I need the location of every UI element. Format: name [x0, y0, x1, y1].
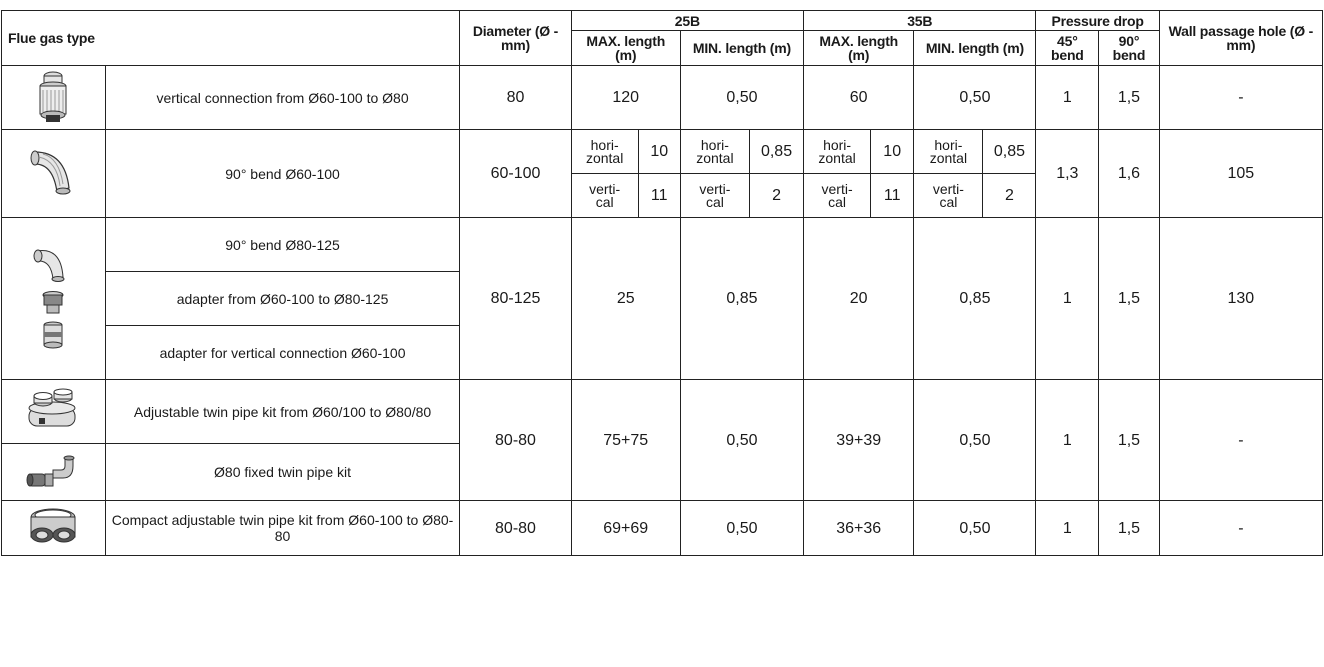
bend-90-cell: 1,5 [1098, 65, 1160, 130]
orientation-label: hori- zontal [679, 129, 750, 174]
min-length-35b-vertical-cell: 2 [982, 173, 1037, 218]
min-length-35b-cell: 0,85 [913, 217, 1037, 380]
bend-90-cell: 1,6 [1098, 129, 1160, 218]
header-25b-min-length: MIN. length (m) [679, 30, 805, 66]
bend-45-cell: 1 [1035, 65, 1100, 130]
bend-45-cell: 1,3 [1035, 129, 1100, 218]
description-cell: Compact adjustable twin pipe kit from Ø6… [104, 500, 461, 556]
orientation-label: verti- cal [679, 173, 750, 218]
description-cell: adapter for vertical connection Ø60-100 [104, 325, 461, 380]
diameter-cell: 60-100 [459, 129, 572, 218]
header-flue-gas-type: Flue gas type [0, 10, 461, 66]
vertical-connector-icon [1, 65, 106, 130]
header-35b-max-length: MAX. length (m) [803, 30, 915, 66]
max-length-35b-cell: 39+39 [803, 379, 915, 501]
max-length-35b-cell: 20 [803, 217, 915, 380]
diameter-cell: 80 [459, 65, 572, 130]
min-length-25b-horizontal-cell: 0,85 [748, 129, 805, 174]
header-25b-max-length: MAX. length (m) [570, 30, 681, 66]
compact-twin-pipe-kit-icon [1, 500, 106, 556]
description-cell: 90° bend Ø80-125 [104, 217, 461, 272]
max-length-25b-cell: 25 [570, 217, 681, 380]
max-length-25b-cell: 69+69 [570, 500, 681, 556]
header-wall-passage-hole: Wall passage hole (Ø - mm) [1158, 10, 1324, 66]
bend-90-cell: 1,5 [1098, 500, 1160, 556]
orientation-label: verti- cal [570, 173, 639, 218]
min-length-25b-cell: 0,50 [679, 65, 805, 130]
header-45-bend: 45° bend [1035, 30, 1100, 66]
orientation-label: verti- cal [913, 173, 984, 218]
bend-45-cell: 1 [1035, 217, 1100, 380]
header-35b: 35B [803, 10, 1037, 31]
orientation-label: hori- zontal [913, 129, 984, 174]
wall-passage-cell: - [1158, 379, 1324, 501]
bend-90-cell: 1,5 [1098, 217, 1160, 380]
min-length-35b-horizontal-cell: 0,85 [982, 129, 1037, 174]
bend-and-adapters-icon [1, 217, 106, 380]
min-length-25b-cell: 0,50 [679, 500, 805, 556]
min-length-35b-cell: 0,50 [913, 500, 1037, 556]
max-length-35b-cell: 60 [803, 65, 915, 130]
max-length-35b-cell: 36+36 [803, 500, 915, 556]
bend-45-cell: 1 [1035, 379, 1100, 501]
description-cell: Ø80 fixed twin pipe kit [104, 443, 461, 501]
bend-45-cell: 1 [1035, 500, 1100, 556]
wall-passage-cell: - [1158, 65, 1324, 130]
wall-passage-cell: - [1158, 500, 1324, 556]
header-diameter: Diameter (Ø - mm) [459, 10, 572, 66]
diameter-cell: 80-80 [459, 500, 572, 556]
diameter-cell: 80-80 [459, 379, 572, 501]
max-length-25b-vertical-cell: 11 [637, 173, 681, 218]
description-cell: vertical connection from Ø60-100 to Ø80 [104, 65, 461, 130]
header-pressure-drop: Pressure drop [1035, 10, 1160, 31]
bend-90-icon [1, 129, 106, 218]
flue-gas-table: Flue gas type Diameter (Ø - mm) 25B 35B … [0, 10, 1324, 556]
header-25b: 25B [570, 10, 805, 31]
fixed-twin-pipe-kit-icon [1, 443, 106, 501]
description-cell: 90° bend Ø60-100 [104, 129, 461, 218]
min-length-25b-cell: 0,50 [679, 379, 805, 501]
header-90-bend: 90° bend [1098, 30, 1160, 66]
bend-90-cell: 1,5 [1098, 379, 1160, 501]
min-length-25b-vertical-cell: 2 [748, 173, 805, 218]
min-length-35b-cell: 0,50 [913, 65, 1037, 130]
max-length-25b-horizontal-cell: 10 [637, 129, 681, 174]
wall-passage-cell: 105 [1158, 129, 1324, 218]
max-length-35b-vertical-cell: 11 [870, 173, 915, 218]
min-length-35b-cell: 0,50 [913, 379, 1037, 501]
orientation-label: hori- zontal [570, 129, 639, 174]
adjustable-twin-pipe-kit-icon [1, 379, 106, 444]
wall-passage-cell: 130 [1158, 217, 1324, 380]
description-cell: adapter from Ø60-100 to Ø80-125 [104, 271, 461, 326]
diameter-cell: 80-125 [459, 217, 572, 380]
orientation-label: verti- cal [803, 173, 872, 218]
description-cell: Adjustable twin pipe kit from Ø60/100 to… [104, 379, 461, 444]
max-length-25b-cell: 75+75 [570, 379, 681, 501]
header-35b-min-length: MIN. length (m) [913, 30, 1037, 66]
orientation-label: hori- zontal [803, 129, 872, 174]
min-length-25b-cell: 0,85 [679, 217, 805, 380]
max-length-35b-horizontal-cell: 10 [870, 129, 915, 174]
max-length-25b-cell: 120 [570, 65, 681, 130]
